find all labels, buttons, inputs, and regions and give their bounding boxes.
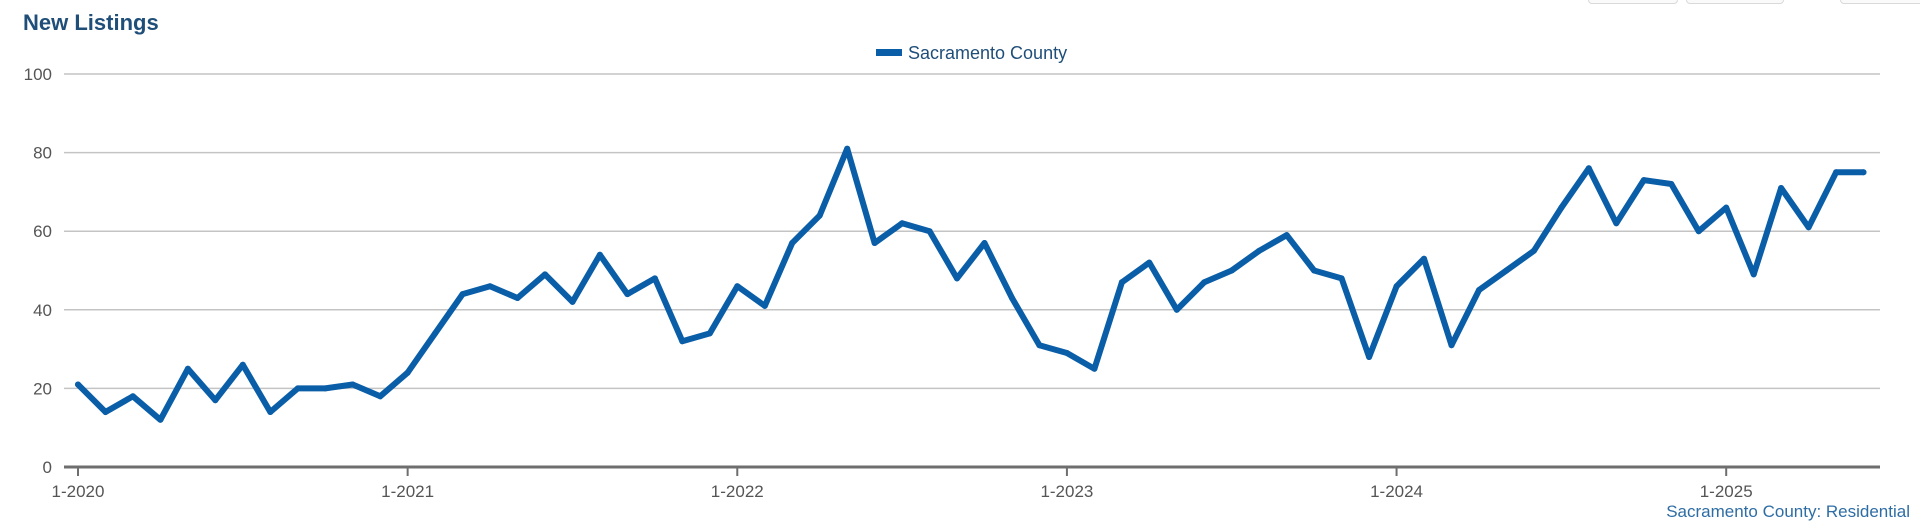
data-point bbox=[322, 385, 329, 392]
y-tick-label: 80 bbox=[33, 144, 52, 163]
data-point bbox=[1256, 247, 1263, 254]
series-line-sacramento-county bbox=[75, 145, 1867, 423]
data-point bbox=[239, 361, 246, 368]
data-point bbox=[1173, 306, 1180, 313]
y-tick-label: 0 bbox=[43, 458, 52, 477]
data-point bbox=[1778, 185, 1785, 191]
data-point bbox=[1695, 228, 1702, 235]
data-point bbox=[1448, 342, 1455, 349]
data-point bbox=[871, 240, 878, 246]
toolbar-button-3[interactable] bbox=[1840, 0, 1920, 4]
x-tick-label: 1-2024 bbox=[1370, 482, 1423, 501]
x-tick-label: 1-2025 bbox=[1700, 482, 1753, 501]
x-tick-label: 1-2023 bbox=[1040, 482, 1093, 501]
data-point bbox=[651, 275, 658, 282]
data-point bbox=[1640, 177, 1647, 184]
data-point bbox=[1118, 279, 1125, 286]
data-point bbox=[1668, 181, 1675, 187]
y-tick-label: 20 bbox=[33, 379, 52, 398]
data-point bbox=[679, 338, 686, 345]
data-point bbox=[459, 291, 466, 298]
data-point bbox=[1311, 267, 1318, 274]
data-point bbox=[1585, 165, 1592, 172]
data-point bbox=[487, 283, 493, 290]
data-point bbox=[1146, 259, 1153, 266]
y-tick-label: 60 bbox=[33, 222, 52, 241]
data-point bbox=[377, 393, 384, 400]
legend-swatch bbox=[876, 49, 902, 56]
data-point bbox=[1476, 287, 1482, 294]
data-point bbox=[294, 385, 301, 392]
gridlines bbox=[64, 73, 1880, 390]
source-note: Sacramento County: Residential bbox=[1666, 502, 1910, 521]
data-point bbox=[596, 251, 603, 258]
data-point bbox=[734, 283, 741, 290]
data-point bbox=[542, 271, 548, 278]
data-point bbox=[1860, 169, 1867, 176]
data-point bbox=[102, 409, 109, 415]
data-point bbox=[1558, 204, 1565, 211]
data-point bbox=[514, 295, 521, 301]
data-point bbox=[1750, 271, 1757, 278]
y-tick-label: 40 bbox=[33, 301, 52, 320]
series-group bbox=[75, 145, 1867, 423]
data-point bbox=[844, 145, 851, 152]
data-point bbox=[129, 393, 136, 400]
data-point bbox=[404, 369, 411, 376]
data-point bbox=[569, 298, 576, 305]
x-tick-label: 1-2021 bbox=[381, 482, 434, 501]
data-point bbox=[816, 212, 823, 219]
data-point bbox=[1530, 247, 1537, 254]
data-point bbox=[1283, 232, 1290, 239]
data-point bbox=[1805, 224, 1812, 231]
data-point bbox=[267, 409, 274, 415]
data-point bbox=[981, 240, 988, 246]
data-point bbox=[157, 416, 164, 423]
y-axis-ticks: 0 20 40 60 80 100 bbox=[24, 65, 52, 477]
data-point bbox=[1009, 295, 1015, 301]
data-point bbox=[1723, 204, 1730, 211]
data-point bbox=[1421, 255, 1427, 262]
data-point bbox=[432, 330, 439, 337]
data-point bbox=[954, 275, 960, 282]
x-axis: 1-2020 1-2021 1-2022 1-2023 1-2024 1-2025 bbox=[52, 465, 1880, 501]
y-tick-label: 100 bbox=[24, 65, 52, 84]
data-point bbox=[1613, 220, 1620, 227]
data-point bbox=[1338, 275, 1345, 282]
data-point bbox=[1833, 169, 1840, 176]
data-point bbox=[349, 381, 356, 388]
data-point bbox=[706, 330, 713, 337]
data-point bbox=[926, 228, 933, 235]
legend[interactable]: Sacramento County bbox=[876, 43, 1067, 63]
data-point bbox=[899, 220, 906, 227]
x-tick-label: 1-2022 bbox=[711, 482, 764, 501]
data-point bbox=[1091, 365, 1098, 372]
data-point bbox=[624, 291, 631, 298]
data-point bbox=[1366, 354, 1373, 360]
data-point bbox=[789, 240, 796, 246]
data-point bbox=[1503, 267, 1510, 274]
data-point bbox=[1036, 342, 1043, 349]
data-point bbox=[184, 365, 191, 372]
data-point bbox=[75, 381, 81, 388]
x-tick-label: 1-2020 bbox=[52, 482, 105, 501]
chart-title: New Listings bbox=[23, 10, 159, 35]
legend-label: Sacramento County bbox=[908, 43, 1067, 63]
data-point bbox=[1201, 279, 1208, 286]
data-point bbox=[212, 397, 219, 404]
data-point bbox=[1393, 283, 1400, 290]
data-point bbox=[1063, 350, 1070, 356]
data-point bbox=[1228, 267, 1235, 274]
data-point bbox=[761, 302, 768, 309]
